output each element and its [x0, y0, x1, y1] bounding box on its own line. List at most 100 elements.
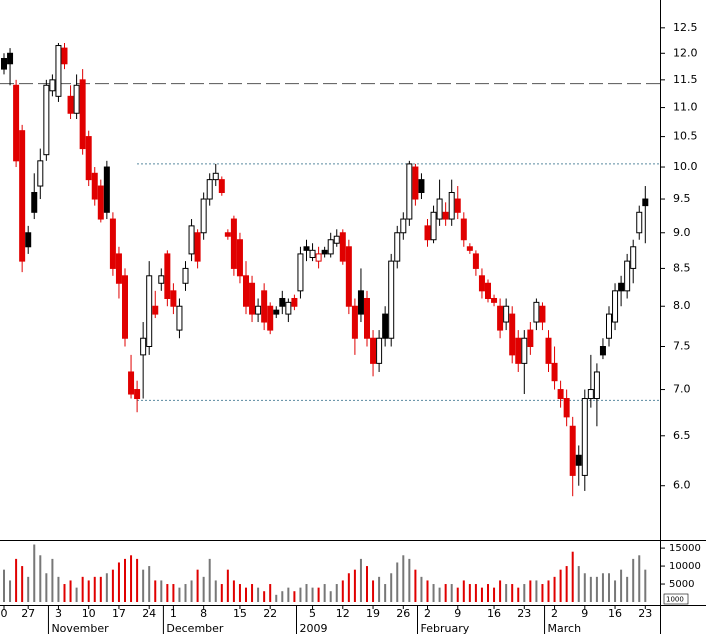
candle-body — [327, 239, 334, 255]
volume-bar — [81, 576, 84, 602]
volume-bar — [93, 576, 96, 602]
volume-bar — [105, 573, 108, 602]
volume-note: 1000 — [666, 596, 684, 604]
candle-body — [551, 362, 558, 382]
volume-bar — [341, 580, 344, 602]
candle-body — [357, 290, 364, 315]
candle-body — [25, 232, 32, 248]
candle-body — [13, 84, 20, 162]
volume-bar — [384, 584, 387, 602]
candle-body — [67, 95, 74, 114]
volume-bar — [450, 584, 453, 602]
candle-body — [478, 275, 485, 292]
candle-body — [569, 425, 576, 476]
candle-body — [472, 253, 479, 269]
x-tick-label: 0 — [1, 607, 8, 620]
volume-bar — [39, 555, 42, 602]
volume-bar — [523, 584, 526, 602]
month-label: February — [421, 622, 470, 634]
candle-body — [1, 58, 7, 70]
volume-bar — [3, 569, 5, 602]
volume-bar — [644, 569, 647, 602]
x-tick-label: 27 — [21, 607, 35, 620]
volume-bar — [21, 566, 24, 602]
candle-body — [194, 232, 201, 262]
candle-body — [309, 249, 316, 259]
volume-bar — [553, 576, 556, 602]
volume-bar — [148, 566, 151, 602]
volume-bar — [505, 584, 508, 602]
candle-body — [503, 305, 510, 323]
volume-bar — [493, 587, 496, 602]
volume-bar — [565, 566, 568, 602]
volume-bar — [226, 569, 229, 602]
volume-bar — [317, 587, 320, 602]
volume-bar — [462, 580, 465, 602]
volume-bar — [396, 562, 399, 602]
volume-bar — [214, 580, 217, 602]
candle-body — [61, 47, 68, 65]
candle-body — [115, 253, 122, 284]
y-tick-label: 10.5 — [673, 130, 698, 143]
volume-bar — [99, 576, 102, 602]
volume-bar — [63, 584, 66, 602]
volume-bar — [499, 580, 502, 602]
volume-bar — [51, 558, 54, 602]
x-tick-label: 22 — [263, 607, 277, 620]
volume-bar — [535, 580, 538, 602]
x-tick-label: 24 — [142, 607, 156, 620]
candle-body — [279, 297, 286, 307]
x-tick-label: 2 — [424, 607, 431, 620]
x-tick-label: 16 — [608, 607, 622, 620]
volume-bar — [202, 576, 205, 602]
candle-body — [164, 253, 171, 299]
candle-body — [533, 301, 540, 323]
volume-bar — [245, 587, 247, 602]
volume-bar — [178, 587, 181, 602]
volume-bar — [517, 587, 520, 602]
volume-bar — [426, 580, 429, 602]
candle-body — [182, 267, 189, 284]
y-tick-label: 7.5 — [673, 340, 691, 353]
volume-bar — [347, 573, 350, 602]
x-tick-label: 26 — [396, 607, 410, 620]
candle-body — [430, 211, 437, 241]
volume-bar — [329, 591, 332, 602]
y-tick-label: 11.5 — [673, 73, 698, 86]
candle-body — [587, 389, 594, 400]
candle-body — [85, 136, 92, 181]
volume-bar — [420, 576, 423, 602]
candle-body — [521, 337, 528, 364]
candle-body — [134, 389, 141, 400]
volume-bar — [15, 558, 18, 602]
volume-tick-label: 5000 — [669, 579, 694, 590]
volume-bar — [638, 555, 641, 602]
month-label: November — [51, 622, 109, 634]
volume-bar — [529, 580, 532, 602]
volume-bar — [608, 573, 610, 602]
volume-bar — [117, 562, 120, 602]
volume-bar — [577, 566, 580, 602]
volume-bar — [299, 587, 302, 602]
volume-bar — [196, 569, 199, 602]
x-tick-label: 1 — [170, 607, 177, 620]
x-tick-label: 5 — [309, 607, 316, 620]
x-tick-label: 15 — [233, 607, 247, 620]
candle-body — [255, 305, 262, 315]
candle-body — [7, 52, 14, 65]
candle-body — [236, 239, 243, 277]
x-tick-label: 9 — [454, 607, 461, 620]
volume-bar — [366, 566, 368, 602]
candle-body — [370, 337, 377, 364]
x-tick-label: 9 — [581, 607, 588, 620]
candle-body — [527, 329, 534, 348]
y-tick-label: 8.5 — [673, 261, 691, 274]
volume-bar — [9, 580, 12, 602]
volume-bar — [378, 576, 381, 602]
x-tick-label: 16 — [487, 607, 501, 620]
candle-body — [563, 398, 570, 418]
candle-body — [297, 253, 304, 292]
candle-body — [364, 297, 370, 339]
volume-bar — [408, 558, 411, 602]
candle-body — [19, 130, 26, 262]
